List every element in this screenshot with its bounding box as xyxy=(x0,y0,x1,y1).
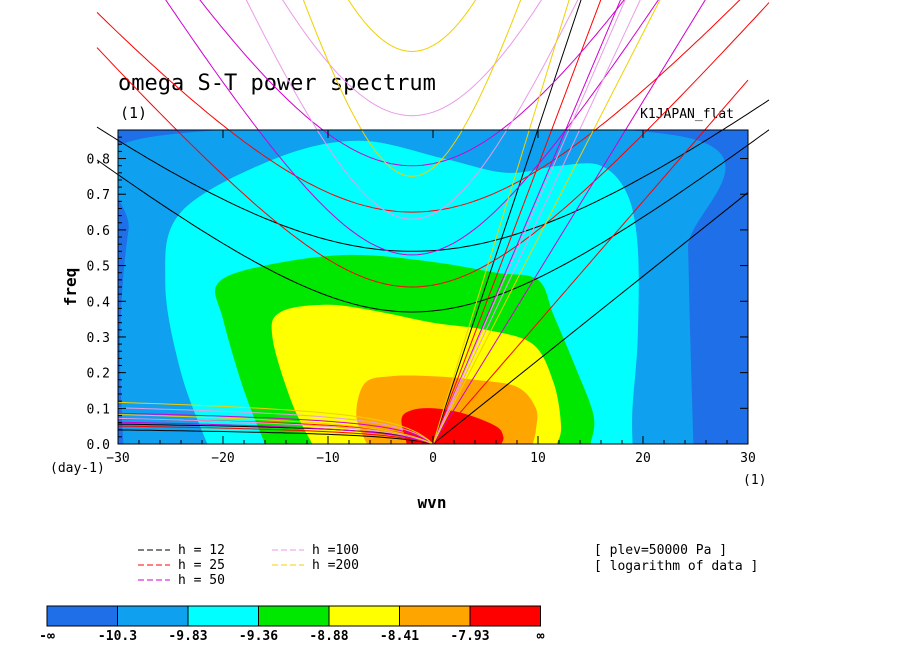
dispersion-rossby-curve-h100-1 xyxy=(118,407,434,444)
x-axis-label: wvn xyxy=(418,493,447,512)
legend-label: h = 50 xyxy=(178,573,225,588)
contour-level-6 xyxy=(401,408,504,444)
dispersion-mrg-line-h50 xyxy=(432,0,622,444)
dispersion-kelvin-line-h200 xyxy=(432,0,570,444)
y-tick-label: 0.3 xyxy=(87,331,110,346)
legend-label: h = 12 xyxy=(178,543,225,558)
dispersion-low-curves xyxy=(118,401,434,444)
colorbar-label: -8.41 xyxy=(380,629,419,644)
plot-area: −30 −20 −10 0 10 20 30 0.0 0.1 0.2 0.3 0.4 0.5 0.6 0.7… xyxy=(87,0,770,466)
x-tick-label: 10 xyxy=(530,451,546,466)
x-tick-label: 20 xyxy=(635,451,651,466)
chart-subtitle: (1) xyxy=(120,104,147,122)
colorbar-label: -9.36 xyxy=(239,629,278,644)
dispersion-rossby-curve-h25-2 xyxy=(118,425,434,444)
dispersion-mrg-line-h12 xyxy=(432,0,582,444)
dispersion-gravity-curve-h100-2 xyxy=(282,0,542,117)
annotation-log: [ logarithm of data ] xyxy=(594,559,758,574)
colorbar-swatch xyxy=(187,605,259,627)
dispersion-mrg-line-h200 xyxy=(432,0,661,444)
colorbar-swatch xyxy=(328,605,400,627)
colorbar-label: ∞ xyxy=(537,629,545,644)
colorbar-label: -7.93 xyxy=(450,629,489,644)
colorbar-swatch xyxy=(46,605,118,627)
dispersion-rossby-curve-h50-2 xyxy=(118,421,434,444)
dispersion-gravity-curve-h12-2 xyxy=(96,99,770,252)
chart-title: omega S-T power spectrum xyxy=(118,71,436,96)
colorbar-label: -10.3 xyxy=(98,629,137,644)
dispersion-gravity-curve-h100-1 xyxy=(245,0,579,220)
legend-label: h = 25 xyxy=(178,558,225,573)
legend-label: h =100 xyxy=(312,543,359,558)
dispersion-kelvin-line-h25 xyxy=(432,79,749,444)
y-tick-label: 0.7 xyxy=(87,188,110,203)
x-unit-label: (1) xyxy=(743,473,766,488)
axis-ticks: −30 −20 −10 0 10 20 30 0.0 0.1 0.2 0.3 0.4 0.5 0.6 0.7… xyxy=(87,130,756,466)
x-tick-label: 30 xyxy=(740,451,756,466)
dispersion-gravity-curve-h25-1 xyxy=(96,2,770,288)
colorbar-label: -∞ xyxy=(39,629,55,644)
dispersion-high-curves xyxy=(96,0,770,444)
y-tick-label: 0.5 xyxy=(87,260,110,275)
colorbar: -∞ -10.3 -9.83 -9.36 -8.88 -8.41 -7.93 ∞ xyxy=(39,605,545,644)
y-tick-label: 0.8 xyxy=(87,153,110,168)
y-tick-label: 0.1 xyxy=(87,402,110,417)
annotation-plev: [ plev=50000 Pa ] xyxy=(594,543,727,558)
dispersion-kelvin-line-h50 xyxy=(432,0,706,444)
dispersion-rossby-curve-h12-2 xyxy=(118,429,434,444)
y-unit-label: (day-1) xyxy=(50,461,105,476)
dispersion-gravity-curve-h50-1 xyxy=(165,0,659,256)
dispersion-rossby-curve-h50-1 xyxy=(118,412,434,444)
x-tick-label: 0 xyxy=(429,451,437,466)
y-tick-label: 0.2 xyxy=(87,367,110,382)
dispersion-mrg-line-h25 xyxy=(432,0,602,444)
dispersion-rossby-curve-h200-1 xyxy=(118,401,434,444)
dispersion-gravity-curve-h200-2 xyxy=(347,0,477,53)
x-tick-label: −10 xyxy=(316,451,339,466)
colorbar-swatch xyxy=(258,605,330,627)
colorbar-swatch xyxy=(117,605,189,627)
dispersion-rossby-curve-h100-2 xyxy=(118,417,434,444)
dispersion-gravity-curve-h200-1 xyxy=(302,0,522,177)
y-tick-label: 0.4 xyxy=(87,295,111,310)
dispersion-rossby-curve-h200-2 xyxy=(118,414,434,444)
y-tick-label: 0.6 xyxy=(87,224,110,239)
colorbar-swatch xyxy=(469,605,541,627)
contour-fills xyxy=(118,130,726,444)
colorbar-label: -9.83 xyxy=(168,629,207,644)
colorbar-label: -8.88 xyxy=(309,629,348,644)
y-axis-label: freq xyxy=(61,268,80,307)
dispersion-rossby-curve-h12-1 xyxy=(118,423,434,444)
colorbar-swatch xyxy=(399,605,471,627)
dispersion-gravity-curve-h50-2 xyxy=(199,0,625,167)
dispersion-gravity-curve-h12-1 xyxy=(96,129,770,313)
dispersion-kelvin-line-h12 xyxy=(432,192,749,444)
dispersion-kelvin-line-h100 xyxy=(432,0,626,444)
x-tick-label: −20 xyxy=(211,451,234,466)
legend-label: h =200 xyxy=(312,558,359,573)
dispersion-mrg-line-h100 xyxy=(432,0,641,444)
dataset-label: K1JAPAN_flat xyxy=(640,107,734,122)
x-tick-label: −30 xyxy=(106,451,129,466)
y-tick-label: 0.0 xyxy=(87,438,110,453)
